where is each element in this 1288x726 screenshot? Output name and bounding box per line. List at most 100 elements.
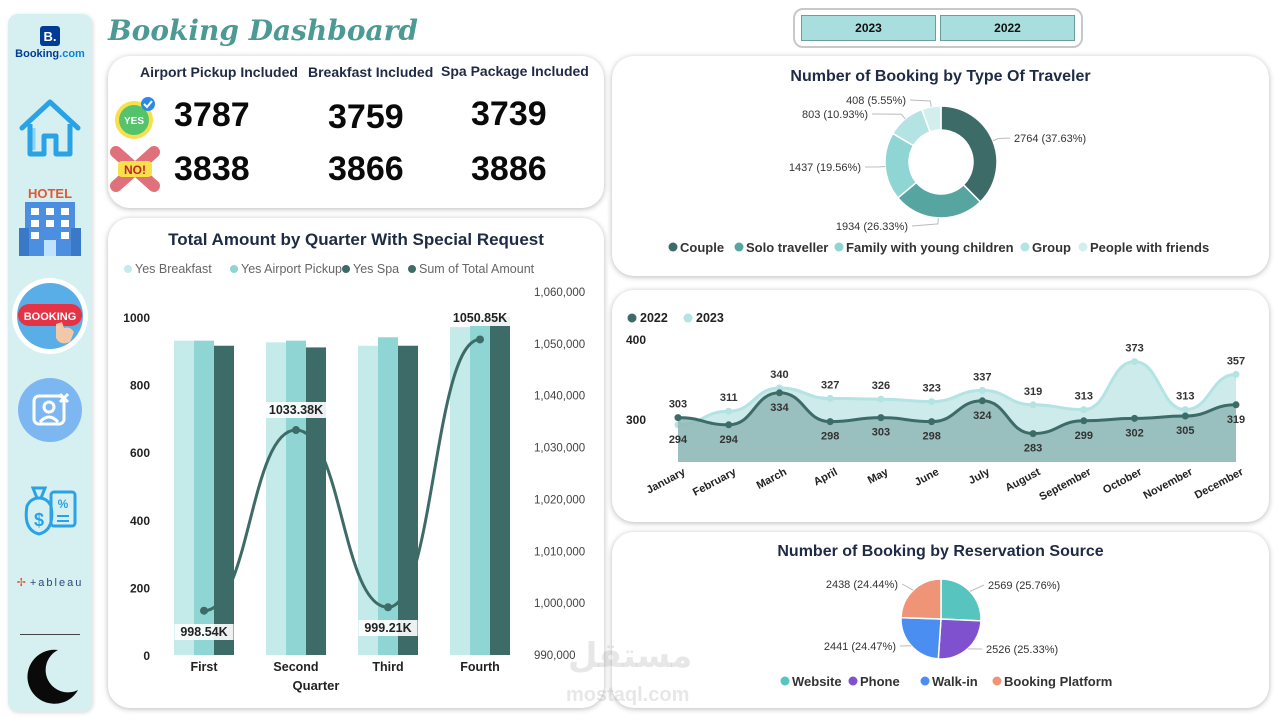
quarter-chart-title: Total Amount by Quarter With Special Req…	[168, 230, 544, 249]
point-2022	[928, 418, 936, 426]
traveler-chart-title: Number of Booking by Type Of Traveler	[790, 68, 1091, 85]
kpi-no-breakfast: 3866	[328, 150, 404, 188]
x-tick-label: July	[967, 466, 993, 487]
data-label-2023: 313	[1176, 391, 1194, 403]
x-tick-label: Second	[273, 660, 318, 674]
kpi-no-airport: 3838	[174, 150, 250, 188]
data-label-2023: 313	[1075, 391, 1093, 403]
legend-marker	[992, 676, 1002, 686]
moon-icon[interactable]	[8, 644, 92, 708]
point-2023	[1181, 406, 1189, 414]
y-tick-label: 800	[130, 379, 150, 393]
data-label-2023: 319	[1024, 386, 1042, 398]
kpi-header-breakfast: Breakfast Included	[308, 64, 434, 80]
line-2023	[677, 360, 1237, 427]
legend-marker	[734, 242, 744, 252]
data-label: 1033.38K	[269, 403, 323, 417]
point-2022	[725, 421, 733, 429]
pie-data-label: 2441 (24.47%)	[824, 641, 896, 653]
hotel-icon[interactable]: HOTEL	[8, 184, 92, 260]
legend-marker	[780, 676, 790, 686]
pie-slice	[940, 578, 982, 622]
year-button-2022[interactable]: 2022	[940, 15, 1075, 41]
quarter-chart-card: Total Amount by Quarter With Special Req…	[108, 218, 604, 708]
data-label-2023: 340	[770, 369, 788, 381]
point-2023	[1232, 370, 1240, 378]
y2-tick-label: 1,010,000	[534, 546, 585, 558]
page-title: Booking Dashboard	[108, 14, 419, 47]
data-label: 999.21K	[364, 621, 411, 635]
legend-label: 2023	[696, 311, 724, 325]
finance-icon[interactable]: $ %	[8, 476, 92, 538]
tableau-label: +ableau	[29, 576, 84, 589]
kpi-yes-spa: 3739	[471, 95, 547, 133]
data-label-2022: 334	[770, 402, 789, 414]
y2-tick-label: 1,040,000	[534, 391, 585, 403]
kpi-header-spa: Spa Package Included	[441, 63, 589, 79]
legend-marker	[408, 265, 416, 273]
y-tick-label: 1000	[123, 311, 150, 325]
bar	[286, 340, 306, 655]
legend-label: Couple	[680, 240, 724, 255]
y-tick-label: 600	[130, 446, 150, 460]
legend-label: Sum of Total Amount	[419, 262, 535, 276]
data-label-bg	[358, 620, 418, 636]
data-label-2022: 303	[669, 399, 687, 411]
bar	[194, 340, 214, 655]
legend-label: Booking Platform	[1004, 674, 1112, 689]
point-2023	[1029, 401, 1037, 409]
booking-logo: B. Booking.com	[8, 26, 92, 60]
traveler-chart-card: Number of Booking by Type Of Traveler 27…	[612, 56, 1269, 276]
sidebar: B. Booking.com HOTEL BOOKING	[8, 14, 92, 712]
point-2022	[775, 389, 783, 397]
x-tick-label: February	[691, 466, 739, 499]
y2-tick-label: 990,000	[534, 650, 576, 662]
bar	[214, 345, 234, 655]
point-2023	[978, 386, 986, 394]
point-2023	[1080, 406, 1088, 414]
legend-marker	[1078, 242, 1088, 252]
y2-tick-label: 1,030,000	[534, 443, 585, 455]
legend-label: 2022	[640, 311, 668, 325]
y-tick-label: 0	[143, 649, 150, 663]
point-2022	[1232, 401, 1240, 409]
x-tick-label: Third	[372, 660, 403, 674]
data-label-2023: 327	[821, 379, 839, 391]
cancel-booking-icon[interactable]	[8, 376, 92, 444]
bar	[266, 342, 286, 655]
y2-tick-label: 1,060,000	[534, 287, 585, 299]
y2-tick-label: 1,050,000	[534, 339, 585, 351]
donut-data-label: 408 (5.55%)	[846, 95, 906, 107]
quarter-chart: Yes Breakfast Yes Airport Pickup Yes Spa Su…	[123, 262, 585, 674]
legend-marker	[834, 242, 844, 252]
point-2023	[725, 407, 733, 415]
y2-tick-label: 1,000,000	[534, 598, 585, 610]
total-amount-point	[200, 606, 208, 615]
data-label-2022: 319	[1227, 414, 1245, 426]
point-2023	[826, 394, 834, 402]
legend-marker	[124, 265, 132, 273]
leader-line	[909, 99, 932, 107]
booking-icon[interactable]: BOOKING	[8, 276, 92, 356]
year-slicer: 2023 2022	[793, 8, 1083, 48]
data-label-2022: 298	[922, 431, 940, 443]
leader-line	[901, 583, 914, 591]
total-amount-line	[203, 337, 481, 613]
data-label-2023: 311	[720, 392, 738, 404]
data-label-bg	[174, 624, 234, 640]
home-icon[interactable]	[8, 92, 92, 164]
legend-marker	[1020, 242, 1030, 252]
bar	[358, 345, 378, 655]
divider	[8, 634, 92, 635]
tableau-icon[interactable]: ✢ +ableau	[16, 576, 84, 590]
x-tick-label: January	[645, 466, 689, 497]
booking-logo-domain: .com	[59, 48, 85, 60]
donut-slice	[920, 105, 942, 133]
year-button-2023[interactable]: 2023	[801, 15, 936, 41]
data-label-2023: 294	[669, 434, 688, 446]
data-label-2023: 357	[1227, 355, 1245, 367]
yes-icon-label: YES	[124, 116, 144, 127]
svg-text:$: $	[34, 510, 44, 530]
no-icon-label: NO!	[124, 163, 146, 177]
y-tick-label: 300	[626, 413, 646, 427]
